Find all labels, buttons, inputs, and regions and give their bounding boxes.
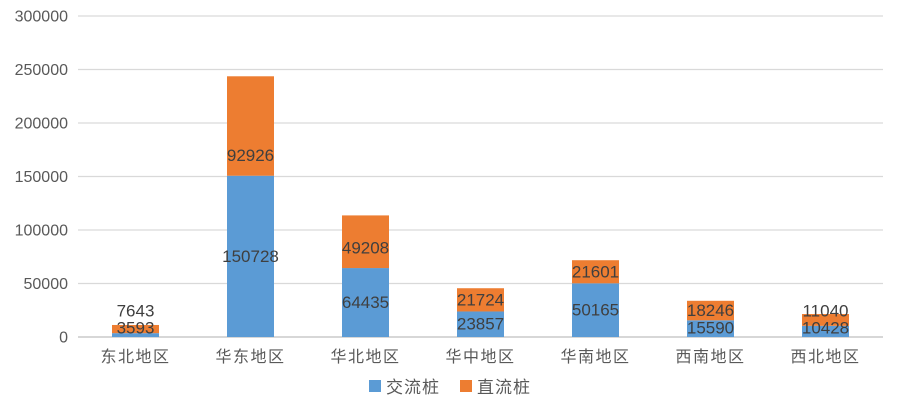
y-axis-tick-label: 300000 [15,9,68,26]
bar-value-label-ac: 23857 [457,315,504,334]
bar-segment-ac-2 [342,268,389,337]
legend-swatch-dc [460,379,472,392]
legend-label-dc: 直流桩 [477,378,531,397]
bar-segment-dc-6 [802,314,849,326]
legend-label-ac: 交流桩 [386,378,440,397]
y-axis-tick-label: 250000 [15,62,68,79]
y-axis-tick-label: 50000 [24,276,69,293]
bar-value-label-ac: 15590 [687,319,734,338]
bar-value-label-dc: 92926 [227,146,274,165]
bar-segment-ac-6 [802,325,849,337]
y-axis-tick-label: 150000 [15,169,68,186]
bar-value-label-dc: 18246 [687,301,734,320]
bar-segment-ac-1 [227,175,274,337]
x-axis-category-label: 华北地区 [330,348,400,366]
bar-segment-ac-3 [457,311,504,337]
bar-segment-ac-0 [112,333,159,337]
x-axis-category-label: 西北地区 [790,348,860,366]
bar-value-label-ac: 3593 [117,319,155,338]
bar-value-label-ac: 64435 [342,293,389,312]
x-axis-category-label: 西南地区 [675,348,745,366]
x-axis-category-label: 华东地区 [215,348,285,366]
x-axis-category-label: 华中地区 [445,348,515,366]
bar-value-label-ac: 150728 [222,247,279,266]
bar-value-label-dc: 21724 [457,290,504,309]
y-axis-tick-label: 100000 [15,223,68,240]
y-axis-tick-label: 0 [59,330,68,347]
bar-segment-dc-1 [227,76,274,176]
bar-segment-dc-0 [112,324,159,334]
bar-value-label-dc: 21601 [572,262,619,281]
chart-legend: 交流桩 直流桩 [0,373,900,398]
bar-value-label-dc: 11040 [802,302,848,321]
bar-segment-dc-5 [687,300,734,321]
legend-item-dc: 直流桩 [460,373,531,398]
bar-segment-dc-2 [342,215,389,269]
legend-swatch-ac [369,379,381,392]
legend-item-ac: 交流桩 [369,373,440,398]
x-axis-category-label: 东北地区 [100,348,170,366]
bar-segment-ac-4 [572,283,619,337]
bar-value-label-dc: 7643 [117,302,155,321]
bar-segment-ac-5 [687,320,734,337]
bar-value-label-ac: 50165 [572,301,619,320]
bar-segment-dc-3 [457,288,504,312]
bar-value-label-dc: 49208 [342,239,389,258]
x-axis-category-label: 华南地区 [560,348,630,366]
y-axis-tick-label: 200000 [15,116,68,133]
bar-value-label-ac: 10428 [802,319,849,338]
bar-segment-dc-4 [572,260,619,284]
